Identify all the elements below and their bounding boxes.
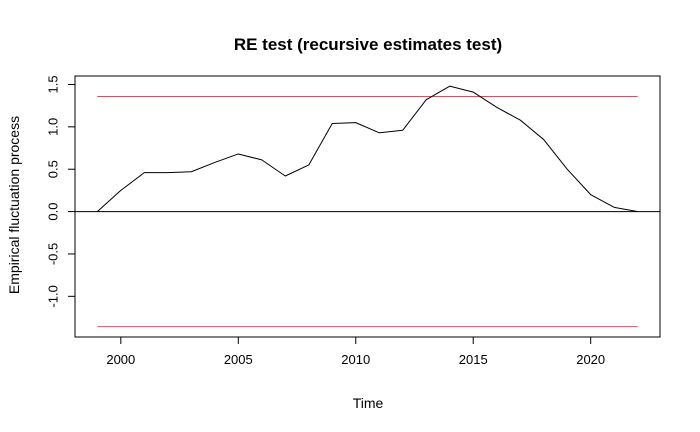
x-tick-label: 2000 <box>106 352 135 367</box>
y-tick-label: 1.5 <box>46 75 61 93</box>
plot-marks <box>75 85 660 328</box>
y-tick-label: -1.0 <box>46 285 61 307</box>
y-tick-label: 0.5 <box>46 160 61 178</box>
chart-title: RE test (recursive estimates test) <box>234 35 502 54</box>
x-axis: 2000 2005 2010 2015 2020 <box>106 336 605 367</box>
x-tick-label: 2015 <box>459 352 488 367</box>
y-axis-label: Empirical fluctuation process <box>6 116 22 294</box>
x-tick-label: 2005 <box>224 352 253 367</box>
y-tick-label: -0.5 <box>46 243 61 265</box>
x-tick-label: 2010 <box>341 352 370 367</box>
y-tick-label: 1.0 <box>46 118 61 136</box>
y-axis: -1.0 -0.5 0.0 0.5 1.0 1.5 <box>46 75 76 308</box>
plot-frame <box>74 75 661 338</box>
y-tick-label: 0.0 <box>46 203 61 221</box>
x-tick-label: 2020 <box>576 352 605 367</box>
series-line <box>96 85 638 213</box>
x-axis-label: Time <box>353 395 384 411</box>
